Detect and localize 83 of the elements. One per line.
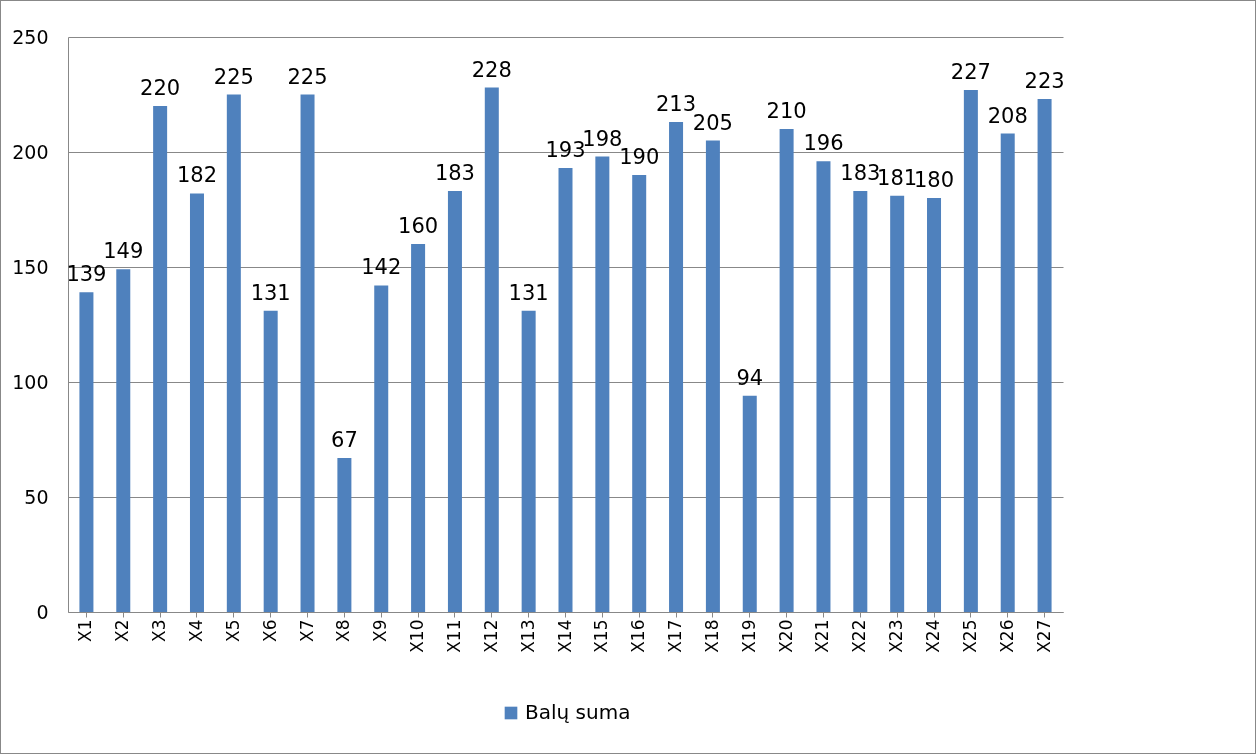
bar [853, 191, 868, 612]
x-tick-label: X20 [775, 619, 796, 653]
bar [521, 310, 536, 612]
bar [927, 198, 942, 612]
x-tick-label: X10 [407, 619, 428, 653]
x-tick-label: X13 [517, 619, 538, 653]
x-tick-label: X17 [665, 619, 686, 653]
bar [411, 244, 426, 612]
x-tick-label: X18 [701, 619, 722, 653]
data-label: 210 [766, 99, 807, 123]
data-label: 208 [987, 103, 1028, 128]
x-tick-label: X3 [149, 619, 170, 642]
data-label: 182 [176, 163, 218, 188]
data-label: 223 [1024, 69, 1065, 94]
x-tick-label: X1 [75, 619, 96, 642]
data-label: 139 [66, 262, 107, 287]
x-tick-label: X12 [480, 619, 501, 653]
bar [632, 175, 647, 612]
bar [153, 106, 168, 612]
x-tick-label: X11 [443, 619, 464, 653]
bar [1037, 99, 1052, 612]
data-label: 131 [508, 280, 549, 305]
data-label: 67 [331, 427, 358, 452]
bar [742, 395, 757, 612]
bar [558, 168, 573, 612]
bar [447, 191, 462, 612]
data-label: 142 [361, 255, 402, 280]
x-tick-label: X19 [738, 619, 759, 653]
data-label: 193 [545, 138, 586, 163]
bar [779, 129, 794, 612]
y-tick-label: 250 [12, 25, 49, 48]
bar [963, 89, 978, 612]
data-label: 196 [803, 131, 844, 156]
bar [374, 285, 389, 612]
bar [484, 87, 499, 612]
x-tick-label: X8 [333, 619, 354, 642]
bar [337, 457, 352, 612]
data-label: 205 [692, 110, 733, 135]
x-tick-label: X2 [112, 619, 133, 642]
bar [816, 161, 831, 612]
x-tick-label: X24 [923, 619, 944, 653]
bar [300, 94, 315, 612]
bar [595, 156, 610, 612]
data-label: 149 [103, 239, 144, 264]
data-label: 227 [950, 59, 991, 84]
data-label: 183 [434, 161, 475, 186]
y-tick-label: 100 [12, 370, 49, 393]
x-tick-label: X4 [185, 619, 206, 642]
data-label: 94 [736, 365, 764, 390]
x-tick-label: X14 [554, 619, 575, 653]
bar [669, 122, 684, 612]
data-label: 225 [287, 64, 328, 89]
data-label: 228 [471, 57, 512, 82]
x-tick-label: X26 [996, 619, 1017, 653]
bar [263, 310, 278, 612]
x-tick-label: X21 [812, 619, 833, 653]
data-label: 190 [619, 145, 660, 169]
x-tick-label: X16 [628, 619, 649, 653]
data-label: 131 [250, 280, 291, 305]
data-label: 160 [398, 214, 439, 238]
x-tick-label: X22 [849, 619, 870, 653]
y-tick-label: 150 [12, 255, 49, 278]
x-tick-label: X27 [1033, 619, 1054, 653]
bar [189, 193, 204, 612]
bar [79, 292, 94, 612]
y-tick-label: 0 [36, 600, 49, 623]
x-tick-label: X9 [370, 619, 391, 642]
bar [890, 195, 905, 612]
x-tick-label: X23 [886, 619, 907, 653]
y-tick-label: 200 [12, 140, 49, 163]
x-tick-label: X6 [259, 619, 280, 642]
data-label: 220 [140, 76, 181, 100]
x-tick-label: X5 [222, 619, 243, 642]
x-tick-label: X7 [296, 619, 317, 642]
y-tick-label: 50 [24, 485, 49, 508]
bar [116, 269, 131, 612]
bar [226, 94, 241, 612]
bar [1000, 133, 1015, 612]
data-label: 225 [213, 64, 254, 89]
x-tick-label: X15 [591, 619, 612, 653]
bar [705, 140, 720, 612]
legend-label: Balų suma [525, 700, 631, 724]
x-tick-label: X25 [959, 619, 980, 653]
